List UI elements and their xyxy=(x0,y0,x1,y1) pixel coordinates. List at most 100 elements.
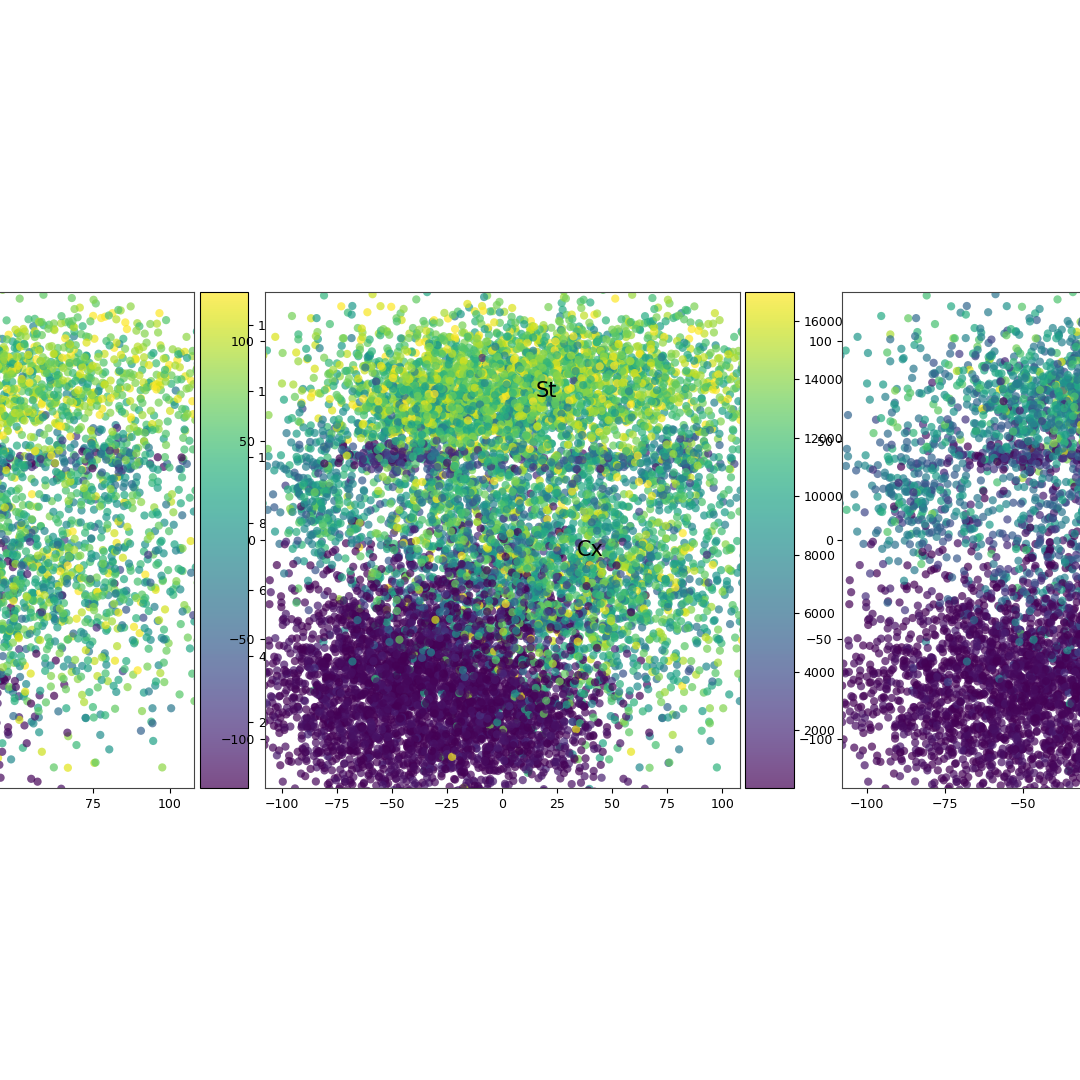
Point xyxy=(258,342,275,360)
Point xyxy=(293,450,310,468)
Point xyxy=(515,723,532,740)
Point xyxy=(571,545,589,563)
Point xyxy=(1043,724,1061,741)
Point xyxy=(289,478,307,496)
Point xyxy=(354,698,372,715)
Point xyxy=(686,447,703,464)
Point xyxy=(414,713,431,730)
Point xyxy=(490,697,508,714)
Point xyxy=(569,648,586,665)
Point xyxy=(320,719,337,737)
Point xyxy=(993,700,1010,717)
Point xyxy=(1022,795,1039,812)
Point xyxy=(487,629,504,646)
Point xyxy=(972,704,989,721)
Point xyxy=(267,523,284,540)
Point xyxy=(976,450,994,468)
Point xyxy=(27,384,44,402)
Point xyxy=(32,593,50,610)
Point xyxy=(541,667,558,685)
Point xyxy=(558,382,576,400)
Point xyxy=(491,445,509,462)
Point xyxy=(278,705,295,723)
Point xyxy=(26,558,43,576)
Point xyxy=(192,474,210,491)
Point xyxy=(0,492,15,510)
Point xyxy=(76,397,93,415)
Point xyxy=(974,482,991,499)
Point xyxy=(8,348,25,365)
Point xyxy=(423,635,441,652)
Point xyxy=(313,654,330,672)
Point xyxy=(403,463,420,481)
Point xyxy=(268,556,285,573)
Point xyxy=(510,612,527,630)
Point xyxy=(544,394,562,411)
Point xyxy=(1066,663,1080,680)
Point xyxy=(1043,678,1061,696)
Point xyxy=(750,556,767,573)
Point xyxy=(1009,704,1026,721)
Point xyxy=(347,579,364,596)
Point xyxy=(1078,405,1080,422)
Point xyxy=(713,356,730,374)
Point xyxy=(644,658,661,675)
Point xyxy=(333,651,350,669)
Point xyxy=(400,417,417,434)
Point xyxy=(489,420,507,437)
Point xyxy=(1000,665,1017,683)
Point xyxy=(1074,647,1080,664)
Point xyxy=(564,713,581,730)
Point xyxy=(498,689,515,706)
Point xyxy=(363,653,380,671)
Point xyxy=(203,727,220,744)
Point xyxy=(11,538,28,555)
Point xyxy=(666,555,684,572)
Point xyxy=(189,558,206,576)
Point xyxy=(413,401,430,418)
Point xyxy=(436,669,454,686)
Point xyxy=(349,731,366,748)
Point xyxy=(31,340,49,357)
Point xyxy=(336,715,353,732)
Point xyxy=(615,429,632,446)
Point xyxy=(383,470,401,487)
Point xyxy=(551,353,568,370)
Point xyxy=(958,664,975,681)
Point xyxy=(478,437,496,455)
Point xyxy=(1068,626,1080,644)
Point xyxy=(430,525,447,542)
Point xyxy=(239,738,256,755)
Point xyxy=(993,626,1010,644)
Point xyxy=(424,687,442,704)
Point xyxy=(515,681,532,699)
Point xyxy=(4,592,22,609)
Point xyxy=(413,664,430,681)
Point xyxy=(1052,752,1069,769)
Point xyxy=(118,365,135,382)
Point xyxy=(656,467,673,484)
Point xyxy=(941,666,958,684)
Point xyxy=(576,661,593,678)
Point xyxy=(481,491,498,509)
Point xyxy=(492,631,510,648)
Point xyxy=(951,494,969,511)
Point xyxy=(379,662,396,679)
Point xyxy=(477,377,495,394)
Point xyxy=(476,752,494,769)
Point xyxy=(321,748,338,766)
Point xyxy=(603,582,620,599)
Point xyxy=(877,680,894,698)
Point xyxy=(572,299,590,316)
Point xyxy=(450,573,468,591)
Point xyxy=(11,688,28,705)
Point xyxy=(41,534,58,551)
Point xyxy=(31,424,49,442)
Point xyxy=(529,395,546,413)
Point xyxy=(299,651,316,669)
Point xyxy=(271,389,288,406)
Point xyxy=(417,765,434,782)
Point xyxy=(450,640,468,658)
Point xyxy=(603,580,620,597)
Point xyxy=(300,474,318,491)
